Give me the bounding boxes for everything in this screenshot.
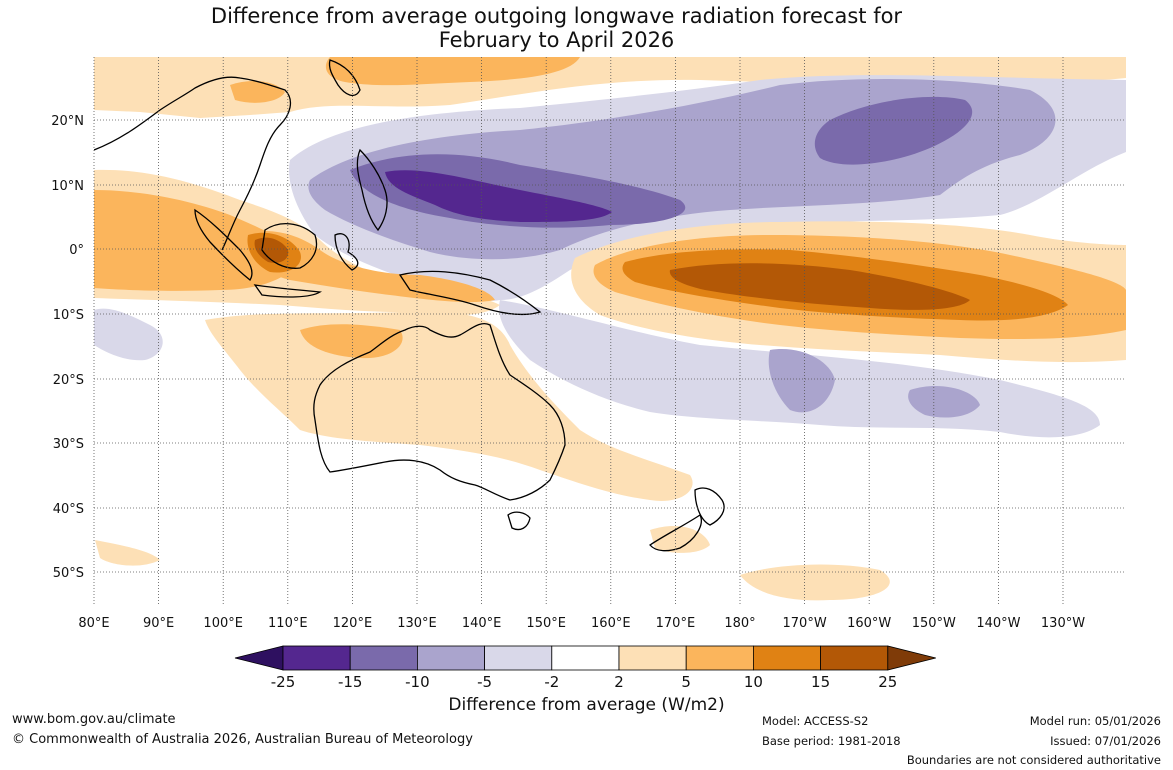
lon-tick-label: 120°E xyxy=(333,616,373,631)
lat-tick-label: 40°S xyxy=(53,502,84,517)
colorbar-tick-label: 5 xyxy=(681,673,691,691)
colorbar-tick-label: 15 xyxy=(811,673,830,691)
colorbar-swatch xyxy=(484,645,553,671)
lat-tick-label: 10°S xyxy=(53,308,84,323)
nz-south-coastline xyxy=(649,514,702,552)
footer-model: Model: ACCESS-S2 xyxy=(762,714,869,728)
colorbar-swatch xyxy=(820,645,889,671)
chart-title: Difference from average outgoing longwav… xyxy=(0,4,1173,52)
colorbar-tick-label: 2 xyxy=(614,673,624,691)
footer-disclaimer: Boundaries are not considered authoritat… xyxy=(906,753,1161,767)
north-orange-patch-2 xyxy=(230,80,285,103)
asia-coastline xyxy=(94,76,292,251)
colorbar-tick-label: -15 xyxy=(338,673,363,691)
colorbar-tick-label: 25 xyxy=(878,673,897,691)
neg-darkest-core xyxy=(385,170,612,222)
south-patch-2 xyxy=(740,564,890,601)
sumatra-coastline xyxy=(194,208,253,281)
colorbar-swatch xyxy=(753,645,822,671)
lon-tick-label: 170°W xyxy=(783,616,827,631)
lon-tick-label: 140°W xyxy=(976,616,1020,631)
west-orange xyxy=(94,190,300,291)
lon-tick-label: 160°E xyxy=(591,616,631,631)
colorbar-arrow-low xyxy=(234,645,284,671)
lon-tick-label: 160°W xyxy=(847,616,891,631)
lon-tick-label: 180° xyxy=(724,616,755,631)
lon-axis-labels: 80°E 90°E 100°E 110°E 120°E 130°E 140°E 150°E 16… xyxy=(78,616,1085,631)
lon-tick-label: 130°E xyxy=(397,616,437,631)
lon-tick-label: 100°E xyxy=(203,616,243,631)
australia-coastline xyxy=(313,323,566,501)
coastlines xyxy=(94,59,725,552)
neg-light-west-patch xyxy=(94,308,163,361)
borneo-coastline xyxy=(261,223,318,269)
lon-tick-label: 170°E xyxy=(656,616,696,631)
lat-tick-label: 0° xyxy=(69,243,84,258)
footer-copyright: © Commonwealth of Australia 2026, Austra… xyxy=(12,732,473,747)
colorbar-tick-label: -5 xyxy=(477,673,492,691)
lon-tick-label: 80°E xyxy=(78,616,109,631)
anomaly-field xyxy=(94,57,1126,605)
lat-tick-label: 30°S xyxy=(53,437,84,452)
colorbar-swatch xyxy=(349,645,418,671)
north-orange-patch xyxy=(325,57,580,86)
gridlines xyxy=(93,57,1126,605)
aus-light-orange-region xyxy=(205,311,693,501)
new-guinea-coastline xyxy=(398,270,542,316)
footer-model-run: Model run: 05/01/2026 xyxy=(1029,714,1161,728)
tasmania-coastline xyxy=(507,511,531,531)
title-line-2: February to April 2026 xyxy=(438,28,675,52)
lat-axis-labels: 20°N 10°N 0° 10°S 20°S 30°S 40°S 50°S xyxy=(51,114,84,581)
colorbar: -25 -15 -10 -5 -2 2 5 10 15 25 xyxy=(234,645,936,691)
colorbar-swatch xyxy=(685,645,754,671)
colorbar-tick-label: -2 xyxy=(544,673,559,691)
lat-tick-label: 50°S xyxy=(53,566,84,581)
nz-north-coastline xyxy=(694,487,725,526)
neg-mid-south-patch xyxy=(768,349,835,413)
lon-tick-label: 140°E xyxy=(462,616,502,631)
colorbar-tick-label: -25 xyxy=(271,673,296,691)
aus-orange-patch xyxy=(300,324,403,359)
lat-tick-label: 10°N xyxy=(51,179,84,194)
southwest-patches xyxy=(95,540,160,566)
footer-base-period: Base period: 1981-2018 xyxy=(762,734,901,748)
lat-tick-label: 20°N xyxy=(51,114,84,129)
title-line-1: Difference from average outgoing longwav… xyxy=(210,4,903,28)
neg-dark-northeast xyxy=(814,96,973,165)
japan-coastline xyxy=(328,59,361,97)
lon-tick-label: 130°W xyxy=(1041,616,1085,631)
footer-url[interactable]: www.bom.gov.au/climate xyxy=(12,712,176,727)
lon-tick-label: 150°E xyxy=(526,616,566,631)
colorbar-arrow-high xyxy=(887,645,936,671)
lon-tick-label: 90°E xyxy=(143,616,174,631)
indonesia-orange xyxy=(240,230,495,303)
colorbar-tick-label: -10 xyxy=(405,673,430,691)
colorbar-tick-label: 10 xyxy=(744,673,763,691)
pacific-darkest-orange xyxy=(669,263,970,310)
colorbar-swatch xyxy=(551,645,620,671)
colorbar-swatch xyxy=(282,645,351,671)
footer-issued: Issued: 07/01/2026 xyxy=(1050,734,1161,748)
colorbar-swatch xyxy=(618,645,687,671)
colorbar-swatch xyxy=(416,645,485,671)
lon-tick-label: 110°E xyxy=(268,616,308,631)
nz-patch xyxy=(650,525,710,553)
philippines-coastline xyxy=(356,148,388,232)
colorbar-title: Difference from average (W/m2) xyxy=(448,695,725,715)
java-coastline xyxy=(253,284,323,298)
lon-tick-label: 150°W xyxy=(912,616,956,631)
lat-tick-label: 20°S xyxy=(53,373,84,388)
neg-mid-south-patch-2 xyxy=(908,385,980,418)
sulawesi-coastline xyxy=(334,233,359,271)
